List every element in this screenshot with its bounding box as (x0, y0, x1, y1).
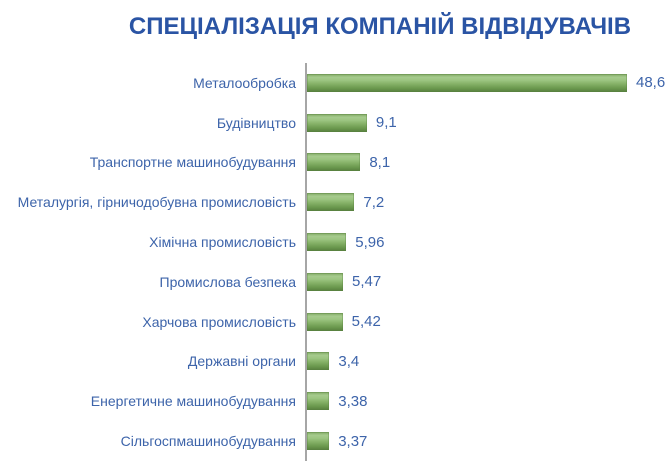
value-label: 48,6 (636, 74, 666, 92)
bar-row: Транспортне машинобудування 8,1 (0, 142, 670, 183)
category-label: Харчова промисловість (142, 313, 296, 330)
value-label: 5,96 (355, 233, 385, 251)
bar-row: Енергетичне машинобудування 3,38 (0, 381, 670, 422)
bar (307, 352, 330, 371)
bar-row: Харчова промисловість 5,42 (0, 301, 670, 342)
bar-track: 3,4 (305, 341, 670, 382)
category-label: Державні органи (187, 353, 296, 370)
bar-track: 7,2 (305, 182, 670, 223)
bar-track: 8,1 (305, 142, 670, 183)
value-label: 3,4 (338, 352, 360, 370)
value-label: 3,37 (338, 432, 368, 450)
bar-track: 5,47 (305, 261, 670, 302)
category-label: Промислова безпека (159, 273, 297, 290)
bar-row: Сільгоспмашинобудування 3,37 (0, 421, 670, 461)
bar (307, 272, 344, 291)
category-label: Будівництво (216, 114, 296, 131)
bar-track: 9,1 (305, 102, 670, 143)
chart-title: СПЕЦІАЛІЗАЦІЯ КОМПАНІЙ ВІДВІДУВАЧІВ (128, 13, 632, 40)
category-label: Хімічна промисловість (149, 234, 296, 251)
bar (307, 153, 361, 172)
bar-track: 5,96 (305, 222, 670, 262)
plot-area: Металообробка 48,6 Будівництво 9,1 Транспорт… (0, 63, 670, 461)
value-label: 5,47 (352, 273, 382, 291)
value-label: 5,42 (351, 313, 381, 331)
value-label: 3,38 (338, 392, 368, 410)
bar-row: Державні органи 3,4 (0, 341, 670, 382)
category-label: Сільгоспмашинобудування (120, 433, 296, 450)
category-label: Транспортне машинобудування (89, 154, 296, 171)
category-label: Металургія, гірничодобувна промисловість (17, 194, 296, 211)
bar-row: Металургія, гірничодобувна промисловість… (0, 182, 670, 223)
bar (307, 233, 347, 252)
bar (307, 193, 355, 212)
bar-row: Промислова безпека 5,47 (0, 261, 670, 302)
category-label: Металообробка (193, 74, 296, 91)
bar-row: Будівництво 9,1 (0, 102, 670, 143)
bar (307, 113, 367, 132)
bar-row: Хімічна промисловість 5,96 (0, 222, 670, 262)
bar-track: 48,6 (305, 63, 670, 103)
bar-row: Металообробка 48,6 (0, 63, 670, 103)
bar-track: 3,37 (305, 421, 670, 461)
bar-track: 5,42 (305, 301, 670, 342)
value-label: 7,2 (363, 193, 385, 211)
bar (307, 432, 330, 451)
value-label: 8,1 (369, 153, 391, 171)
bar (307, 73, 627, 92)
value-label: 9,1 (375, 114, 397, 132)
bar (307, 392, 330, 411)
category-label: Енергетичне машинобудування (90, 393, 296, 410)
bar-track: 3,38 (305, 381, 670, 422)
bar (307, 312, 343, 331)
